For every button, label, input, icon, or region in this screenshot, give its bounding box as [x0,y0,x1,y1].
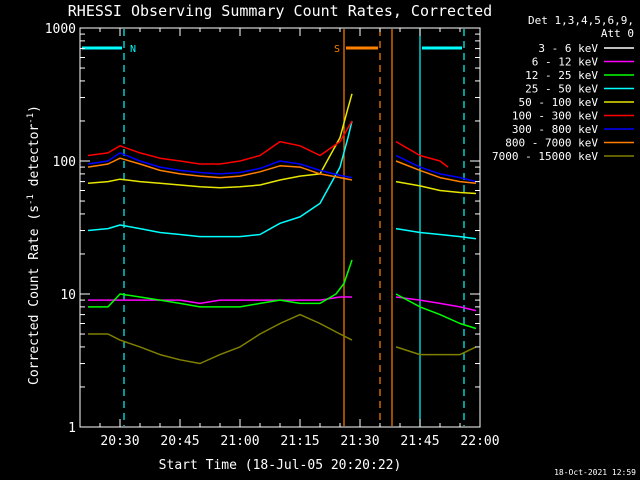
series-line [395,227,477,240]
legend-header-line2: Att 0 [601,27,634,40]
x-tick-label: 21:45 [400,434,439,449]
legend-label: 50 - 100 keV [519,96,599,109]
series-line [395,296,477,312]
legend-label: 800 - 7000 keV [505,137,598,150]
legend-header-line1: Det 1,3,4,5,6,9, [528,14,634,27]
series-line [88,259,353,308]
series-lines [87,93,477,365]
y-axis-label-sup2: -1 [26,113,36,124]
series-line [87,120,353,165]
legend-label: 12 - 25 keV [525,69,598,82]
y-tick-label: 10 [60,288,76,303]
legend-label: 7000 - 15000 keV [492,150,598,163]
legend-label: 300 - 800 keV [512,123,598,136]
series-line [395,293,477,330]
series-line [87,93,353,189]
legend-label: 100 - 300 keV [512,110,598,123]
x-tick-label: 22:00 [460,434,499,449]
axes: 1 10 100 1000 20:30 20:45 21:00 21:15 21:30 21:45… [45,22,500,449]
y-axis-label: Corrected Count Rate (s-1 detector-1) [26,105,42,385]
chart-title: RHESSI Observing Summary Count Rates, Co… [68,2,492,20]
series-line [87,152,353,179]
series-line [87,120,353,238]
x-tick-label: 21:00 [220,434,259,449]
x-tick-label: 21:30 [340,434,379,449]
series-line [395,154,477,183]
legend-label: 6 - 12 keV [532,56,599,69]
y-axis-label-part3: ) [27,105,42,113]
series-line [395,140,449,168]
flag-label: S [334,44,340,55]
series-line [88,313,353,365]
y-tick-label: 1 [68,421,76,436]
legend-label: 25 - 50 keV [525,83,598,96]
x-tick-label: 20:30 [100,434,139,449]
y-axis-label-part1: Corrected Count Rate (s [27,205,42,385]
x-tick-label: 21:15 [280,434,319,449]
series-line [87,157,353,181]
x-tick-label: 20:45 [160,434,199,449]
flag-label: N [130,44,136,55]
x-axis-label: Start Time (18-Jul-05 20:20:22) [159,458,402,473]
series-line [395,180,477,195]
y-tick-label: 1000 [45,22,76,37]
y-axis-label-part2: detector [27,124,42,195]
series-line [88,296,352,305]
footer-date: 18-Oct-2021 12:59 [554,468,636,477]
series-line [395,160,477,185]
y-tick-label: 100 [53,155,76,170]
y-axis-label-sup1: -1 [26,194,36,205]
legend-label: 3 - 6 keV [538,42,598,55]
series-line [395,346,477,356]
mode-lines [123,29,465,426]
